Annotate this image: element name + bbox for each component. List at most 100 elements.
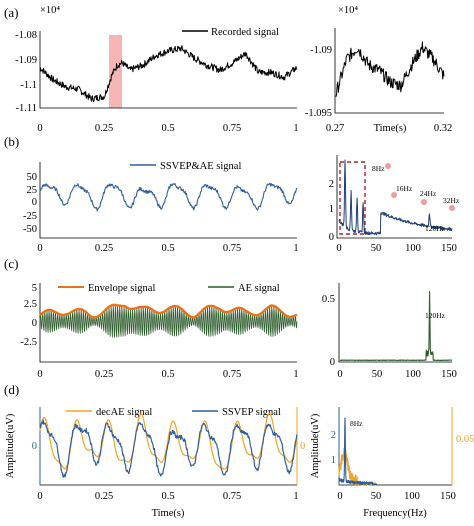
b-spec-ann-8hz: 8Hz <box>372 164 385 173</box>
b-ssvep-ae-trace <box>39 182 298 212</box>
d-spec-xtick-2: 50 <box>371 491 382 502</box>
c-spec-ann-120hz: 120Hz <box>425 311 446 320</box>
c-xtick-3: 0.5 <box>161 369 174 380</box>
d-spec-xlabel: Frequency(Hz) <box>363 508 427 519</box>
d-spec-ytick-2: 1 <box>331 455 336 466</box>
panel-label-b: (b) <box>4 134 19 149</box>
a-zoom-ytick-1: -1.09 <box>310 45 332 56</box>
b-spec-marker-8hz <box>385 163 391 169</box>
b-xtick-1: 0 <box>37 243 42 254</box>
a-ytick-1: -1.08 <box>15 30 37 41</box>
d-spec-ytick-right: 0.05 <box>456 434 474 445</box>
a-zoom-trace <box>335 41 445 97</box>
a-ytick-4: -1.11 <box>16 103 37 114</box>
a-highlight-region <box>109 35 122 108</box>
c-legend-env-label: Envelope signal <box>88 283 155 294</box>
b-ytick-1: 50 <box>27 172 38 183</box>
d-spec-ann-8hz: 8Hz <box>350 419 363 428</box>
c-envelope-line <box>39 303 298 319</box>
c-axes <box>39 283 297 363</box>
d-ssvep-line <box>39 419 298 478</box>
c-xtick-1: 0 <box>37 369 42 380</box>
c-legend-ae-label: AE signal <box>238 283 280 294</box>
b-spec-ytick-2: 1 <box>329 204 334 215</box>
d-xtick-3: 0.5 <box>161 491 174 502</box>
b-spec-ann-120hz: 120Hz <box>425 224 446 233</box>
d-xtick-4: 0.75 <box>223 491 241 502</box>
d-spectrum-blue-line <box>338 417 378 486</box>
c-envelope-trace <box>39 303 298 319</box>
b-legend-label: SSVEP&AE signal <box>160 161 241 172</box>
b-spec-xtick-2: 50 <box>371 243 382 254</box>
a-xtick-1: 0 <box>37 123 42 134</box>
d-ytick-right: 0 <box>300 441 305 452</box>
b-spec-dashed-box <box>339 161 366 235</box>
c-spec-ytick-2: 0 <box>330 357 335 368</box>
d-spec-xtick-4: 150 <box>440 491 456 502</box>
b-xtick-5: 1 <box>293 243 298 254</box>
a-zoom-xtick-1: 0.27 <box>326 123 344 134</box>
a-zoom-xtick-2: 0.32 <box>434 123 452 134</box>
panel-label-a: (a) <box>4 5 18 20</box>
c-spec-axes <box>338 283 452 363</box>
c-spectrum-line <box>339 291 453 362</box>
b-spectrum-line <box>338 159 453 236</box>
b-axes <box>39 162 297 239</box>
a-zoom-xlabel: Time(s) <box>374 123 407 134</box>
a-zoom-axes <box>334 28 444 114</box>
c-ytick-4: -2.5 <box>20 337 37 348</box>
b-xtick-3: 0.5 <box>161 243 174 254</box>
a-zoom-line <box>335 41 445 97</box>
b-spec-ytick-3: 0 <box>329 232 334 243</box>
panel-label-c: (c) <box>4 256 18 271</box>
c-spec-xtick-4: 150 <box>441 369 457 380</box>
c-xtick-4: 0.75 <box>223 369 241 380</box>
b-spec-ann-32hz: 32Hz <box>443 196 460 205</box>
a-multiplier: ×10⁴ <box>40 5 60 16</box>
b-ytick-2: 25 <box>27 185 38 196</box>
d-xlabel: Time(s) <box>152 508 185 519</box>
panel-label-d: (d) <box>4 382 19 397</box>
a-xtick-3: 0.5 <box>161 123 174 134</box>
b-spec-xtick-3: 100 <box>405 243 421 254</box>
b-ytick-4: -25 <box>23 211 37 222</box>
d-decae-line <box>39 412 298 470</box>
c-xtick-5: 1 <box>293 369 298 380</box>
d-xtick-1: 0 <box>37 491 42 502</box>
c-ytick-1: 5 <box>32 283 37 294</box>
c-xtick-2: 0.25 <box>95 369 113 380</box>
d-axes <box>39 407 297 486</box>
d-ylabel: Amplitude(uV) <box>5 413 16 478</box>
a-recorded-signal-line <box>40 45 298 103</box>
c-spectrum-trace <box>339 291 453 362</box>
c-ae-signal-line <box>39 305 298 338</box>
a-ytick-2: -1.09 <box>15 55 37 66</box>
a-xtick-5: 1 <box>293 123 298 134</box>
d-xtick-5: 1 <box>293 491 298 502</box>
d-legend-dec-label: decAE signal <box>96 407 152 418</box>
b-spec-marker-16hz <box>391 192 397 198</box>
b-spec-xtick-1: 0 <box>336 243 341 254</box>
b-spec-ann-16hz: 16Hz <box>396 184 413 193</box>
a-xtick-2: 0.25 <box>95 123 113 134</box>
d-spec-xtick-3: 100 <box>404 491 420 502</box>
b-ytick-3: 0 <box>32 197 37 208</box>
c-spec-xtick-1: 0 <box>337 369 342 380</box>
a-zoom-multiplier: ×10⁴ <box>338 5 358 16</box>
b-spec-xtick-4: 150 <box>441 243 457 254</box>
d-ytick-left: 0 <box>32 441 37 452</box>
d-xtick-2: 0.25 <box>95 491 113 502</box>
d-legend-ssvep-label: SSVEP signal <box>222 407 281 418</box>
b-spec-ann-24hz: 24Hz <box>420 189 437 198</box>
a-axes <box>39 31 297 109</box>
d-spectrum-trace <box>338 417 378 486</box>
b-spectrum-trace <box>338 159 453 236</box>
c-ytick-3: 0 <box>32 318 37 329</box>
c-ytick-2: 2.5 <box>24 299 37 310</box>
d-spec-ylabel: Amplitude(uV) <box>310 413 321 478</box>
c-ae-signal-trace <box>39 305 298 338</box>
b-spec-marker-24hz <box>421 199 427 205</box>
c-spec-xtick-2: 50 <box>372 369 383 380</box>
a-ytick-3: -1.1 <box>20 80 37 91</box>
